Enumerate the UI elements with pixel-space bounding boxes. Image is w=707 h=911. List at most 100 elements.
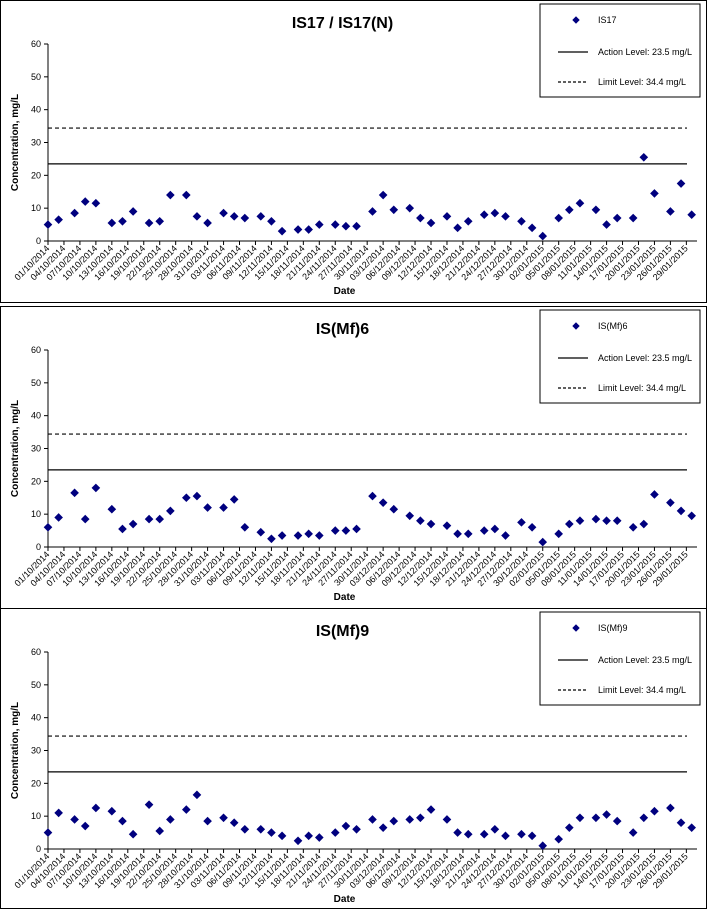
chart-3-data-point	[378, 823, 388, 832]
chart-1-data-point	[426, 218, 436, 228]
chart-3-y-tick-label: 40	[31, 713, 41, 723]
chart-3-data-point	[314, 833, 324, 842]
chart-3-data-point	[352, 824, 361, 834]
chart-3-data-point	[192, 790, 202, 800]
chart-3-legend-label: Action Level: 23.5 mg/L	[598, 655, 692, 665]
chart-2-data-point	[650, 490, 659, 499]
chart-3-data-point	[687, 823, 696, 832]
chart-3-data-point	[463, 829, 473, 839]
chart-2-data-point	[91, 483, 101, 493]
chart-2-data-point	[80, 514, 90, 524]
chart-1-data-point	[453, 223, 462, 233]
chart-3-y-axis-label: Concentration, mg/L	[10, 702, 21, 799]
chart-2-data-point	[453, 529, 462, 539]
chart-1-data-point	[554, 213, 563, 223]
chart-3-data-point	[602, 810, 611, 819]
chart-2-data-point	[490, 524, 500, 534]
chart-3-data-point	[70, 815, 79, 824]
chart-1-legend-marker-swatch	[572, 16, 580, 24]
chart-panel-2: IS(Mf)6 0 10 20 30 40 50 60 01/10/2014 04/10/2014…	[0, 306, 707, 609]
chart-3-data-point	[501, 831, 510, 841]
chart-2-data-point	[591, 514, 601, 524]
chart-3-x-axis-label: Date	[334, 894, 356, 905]
chart-3-data-point	[219, 813, 228, 823]
chart-2-data-point	[405, 511, 415, 521]
chart-1-data-point	[676, 179, 686, 188]
chart-1-data-point	[378, 190, 388, 200]
chart-3-data-point	[639, 813, 649, 823]
chart-3-data-point	[80, 821, 90, 831]
chart-2-data-point	[538, 537, 548, 547]
chart-2-data-point	[368, 491, 377, 501]
chart-2-legend-label: Action Level: 23.5 mg/L	[598, 353, 692, 363]
chart-1-data-point	[43, 220, 53, 229]
chart-1-data-point	[256, 212, 266, 221]
chart-3-data-point	[591, 813, 601, 823]
chart-2-legend-label: IS(Mf)6	[598, 321, 628, 331]
chart-2-data-point	[43, 522, 53, 532]
chart-1-data-point	[80, 197, 90, 206]
chart-3-legend-marker-swatch	[572, 624, 580, 632]
chart-2-data-point	[416, 516, 425, 526]
chart-2-data-point	[128, 519, 138, 529]
chart-2-data-point	[442, 521, 452, 530]
chart-2-data-point	[341, 526, 351, 535]
chart-3-data-point	[91, 803, 101, 813]
chart-3-legend-label: Limit Level: 34.4 mg/L	[598, 685, 686, 695]
chart-2-data-point	[256, 527, 266, 537]
chart-1-svg: IS17 / IS17(N)010203040506001/10/201404/…	[0, 0, 707, 303]
chart-3-data-point	[293, 836, 303, 846]
chart-2-y-tick-label: 20	[31, 476, 41, 486]
chart-3-data-point	[229, 818, 239, 828]
chart-1-data-point	[416, 213, 425, 223]
chart-2-data-point	[463, 529, 473, 539]
chart-1-data-point	[144, 218, 154, 228]
chart-1-data-point	[602, 220, 611, 229]
chart-3-y-tick-label: 30	[31, 746, 41, 756]
chart-2-legend-label: Limit Level: 34.4 mg/L	[598, 383, 686, 393]
chart-2-data-point	[144, 514, 154, 524]
chart-2-data-point	[155, 514, 165, 524]
chart-3-data-point	[575, 813, 585, 823]
chart-3-data-point	[650, 806, 659, 816]
chart-3-legend-label: IS(Mf)9	[598, 623, 628, 633]
chart-2-y-tick-label: 0	[36, 542, 41, 552]
chart-1-y-tick-label: 20	[31, 170, 41, 180]
chart-2-title: IS(Mf)6	[316, 321, 369, 338]
chart-2-data-point	[277, 531, 287, 540]
chart-3-data-point	[490, 824, 500, 834]
chart-1-data-point	[203, 218, 212, 228]
chart-1-data-point	[628, 213, 638, 223]
chart-1-y-tick-label: 50	[31, 72, 41, 82]
chart-3-data-point	[128, 829, 138, 839]
chart-2-data-point	[192, 491, 202, 501]
chart-1-data-point	[229, 212, 239, 221]
chart-1-y-tick-label: 40	[31, 105, 41, 115]
chart-3-data-point	[144, 800, 154, 809]
chart-3-data-point	[166, 815, 175, 824]
chart-1-x-axis-label: Date	[334, 286, 356, 297]
chart-3-y-tick-label: 20	[31, 778, 41, 788]
chart-1-data-point	[612, 213, 622, 223]
chart-2-data-point	[314, 531, 324, 540]
chart-1-data-point	[155, 216, 165, 226]
chart-2-data-point	[501, 531, 510, 540]
chart-2-y-tick-label: 60	[31, 345, 41, 355]
chart-3-data-point	[155, 826, 165, 836]
chart-1-data-point	[405, 203, 415, 213]
chart-2-data-point	[612, 516, 622, 526]
chart-3-data-point	[442, 815, 452, 824]
chart-1-data-point	[650, 189, 659, 198]
chart-1-data-point	[517, 216, 526, 226]
chart-2-data-point	[575, 516, 585, 526]
chart-2-y-axis-label: Concentration, mg/L	[10, 400, 21, 497]
chart-2-x-axis-label: Date	[334, 592, 356, 603]
chart-2-data-point	[203, 503, 212, 512]
chart-1-data-point	[70, 208, 79, 218]
chart-2-data-point	[330, 526, 340, 535]
chart-1-data-point	[591, 205, 601, 215]
chart-3-y-tick-label: 10	[31, 811, 41, 821]
chart-1-data-point	[330, 220, 340, 229]
chart-3-data-point	[676, 818, 686, 828]
chart-1-data-point	[192, 212, 202, 221]
